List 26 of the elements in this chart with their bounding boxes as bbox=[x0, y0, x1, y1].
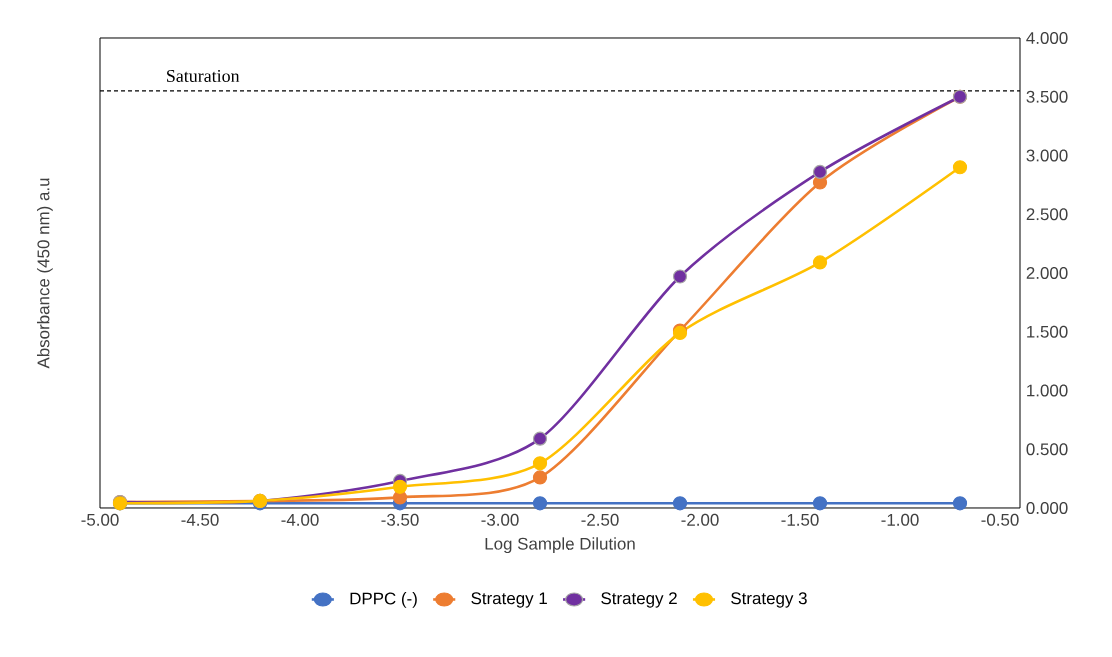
y-tick-label: 3.500 bbox=[1026, 90, 1068, 103]
x-tick-label: -5.00 bbox=[81, 513, 119, 526]
x-tick-label: -4.50 bbox=[181, 513, 219, 526]
y-tick-label: 4.000 bbox=[1026, 31, 1068, 44]
x-tick-label: -0.50 bbox=[981, 513, 1019, 526]
legend-label: Strategy 3 bbox=[731, 592, 807, 608]
x-tick-label: -1.00 bbox=[881, 513, 919, 526]
y-tick-label: 3.000 bbox=[1026, 149, 1068, 162]
x-tick-label: -2.00 bbox=[681, 513, 719, 526]
legend-label: DPPC (-) bbox=[350, 592, 417, 608]
y-tick-label: 0.000 bbox=[1026, 501, 1068, 514]
x-tick-label: -2.50 bbox=[581, 513, 619, 526]
x-tick-label: -3.50 bbox=[381, 513, 419, 526]
x-axis-title: Log Sample Dilution bbox=[485, 537, 635, 554]
x-tick-label: -1.50 bbox=[781, 513, 819, 526]
y-tick-label: 2.500 bbox=[1026, 208, 1068, 221]
y-axis-title: Absorbance (450 nm) a.u bbox=[37, 178, 53, 369]
y-tick-label: 2.000 bbox=[1026, 266, 1068, 279]
x-tick-label: -3.00 bbox=[481, 513, 519, 526]
y-tick-label: 1.000 bbox=[1027, 384, 1068, 397]
y-tick-label: 1.500 bbox=[1027, 325, 1068, 338]
legend-label: Strategy 1 bbox=[471, 592, 547, 608]
legend-label: Strategy 2 bbox=[601, 592, 677, 608]
ref-line-label: Saturation bbox=[167, 69, 240, 83]
y-tick-label: 0.500 bbox=[1026, 443, 1068, 456]
x-tick-label: -4.00 bbox=[281, 513, 319, 526]
